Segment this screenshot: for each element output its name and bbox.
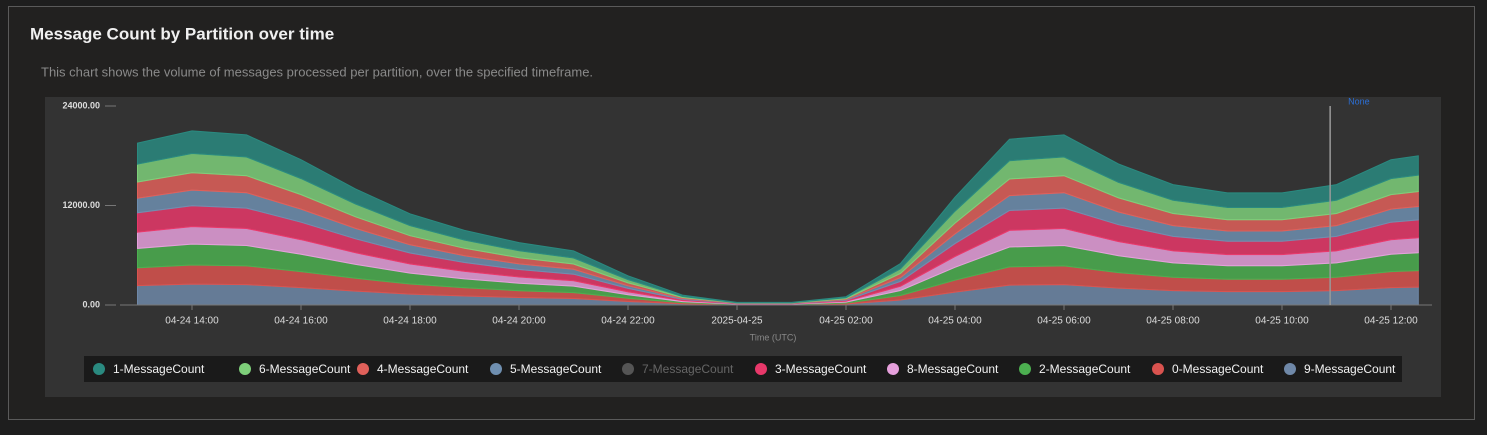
- x-tick-label: 04-25 04:00: [928, 316, 982, 327]
- card-title: Message Count by Partition over time: [30, 24, 334, 43]
- legend-swatch[interactable]: [490, 363, 502, 375]
- x-tick-label: 04-24 20:00: [492, 316, 546, 327]
- legend-label[interactable]: 8-MessageCount: [907, 362, 999, 376]
- legend-label[interactable]: 1-MessageCount: [113, 362, 205, 376]
- legend-label[interactable]: 0-MessageCount: [1172, 362, 1264, 376]
- legend-label[interactable]: 9-MessageCount: [1304, 362, 1396, 376]
- x-tick-label: 04-24 18:00: [383, 316, 437, 327]
- legend-swatch[interactable]: [1019, 363, 1031, 375]
- y-tick-label: 24000.00: [62, 100, 100, 110]
- y-tick-label: 0.00: [82, 299, 100, 309]
- x-tick-label: 04-24 22:00: [601, 316, 655, 327]
- x-tick-label: 2025-04-25: [711, 316, 763, 327]
- annotation-label: None: [1348, 96, 1370, 106]
- legend-label[interactable]: 4-MessageCount: [377, 362, 469, 376]
- legend-label[interactable]: 2-MessageCount: [1039, 362, 1131, 376]
- area: [137, 130, 1419, 304]
- legend-label[interactable]: 5-MessageCount: [510, 362, 602, 376]
- x-axis-title: Time (UTC): [750, 332, 797, 342]
- x-tick-label: 04-24 14:00: [165, 316, 219, 327]
- legend-swatch[interactable]: [887, 363, 899, 375]
- legend-swatch[interactable]: [1152, 363, 1164, 375]
- legend-label[interactable]: 6-MessageCount: [259, 362, 351, 376]
- legend-swatch[interactable]: [1284, 363, 1296, 375]
- legend-label[interactable]: 3-MessageCount: [775, 362, 867, 376]
- legend-swatch[interactable]: [622, 363, 634, 375]
- x-tick-label: 04-25 10:00: [1255, 316, 1309, 327]
- x-tick-label: 04-25 06:00: [1037, 316, 1091, 327]
- legend-swatch[interactable]: [93, 363, 105, 375]
- x-tick-label: 04-25 12:00: [1364, 316, 1418, 327]
- legend-swatch[interactable]: [755, 363, 767, 375]
- legend-swatch[interactable]: [239, 363, 251, 375]
- y-tick-label: 12000.00: [62, 200, 100, 210]
- legend-bar: [84, 356, 1402, 382]
- card-subtitle: This chart shows the volume of messages …: [41, 64, 593, 79]
- x-tick-label: 04-25 02:00: [819, 316, 873, 327]
- x-tick-label: 04-24 16:00: [274, 316, 328, 327]
- legend-label[interactable]: 7-MessageCount: [642, 362, 734, 376]
- legend-swatch[interactable]: [357, 363, 369, 375]
- x-tick-label: 04-25 08:00: [1146, 316, 1200, 327]
